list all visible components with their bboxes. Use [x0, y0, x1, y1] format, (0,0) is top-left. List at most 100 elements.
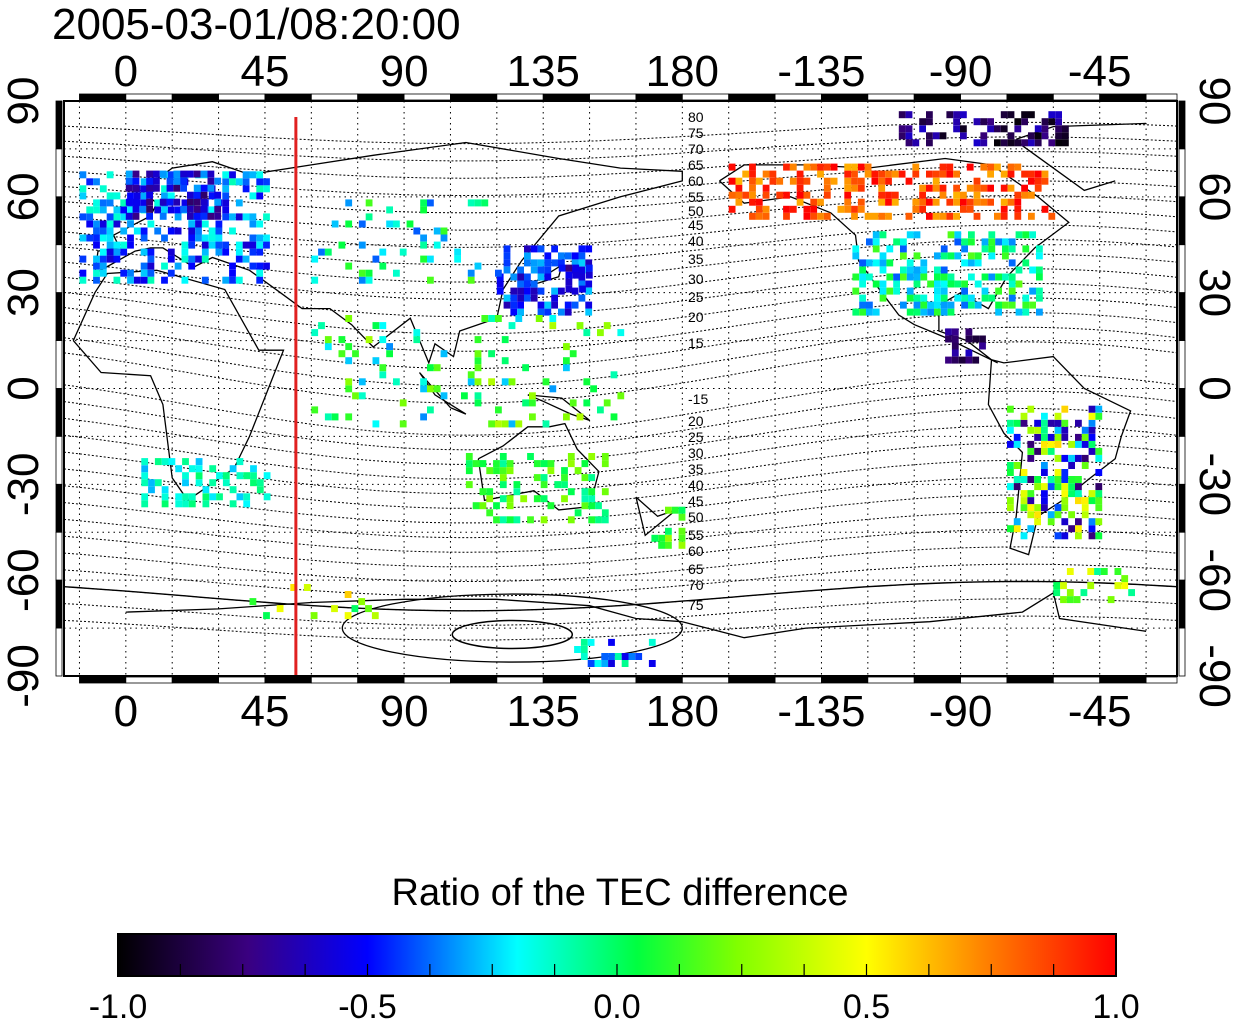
tec-cell: [474, 350, 482, 358]
tec-cell: [926, 184, 933, 192]
tec-cell: [208, 241, 216, 249]
tec-cell: [583, 329, 591, 337]
tec-cell: [678, 541, 686, 549]
tec-cell: [1075, 454, 1082, 462]
edge-bar: [218, 676, 266, 684]
tec-cell: [885, 170, 892, 178]
tec-cell: [872, 259, 880, 267]
tec-cell: [595, 516, 602, 524]
tec-cell: [235, 248, 243, 256]
tec-cell: [893, 273, 900, 281]
tec-cell: [879, 252, 887, 260]
tec-cell: [1061, 490, 1069, 498]
tec-cell: [503, 259, 511, 267]
tec-cell: [728, 163, 736, 171]
tec-cell: [728, 191, 736, 199]
tec-cell: [1054, 504, 1062, 512]
tec-cell: [940, 280, 948, 288]
tec-cell: [256, 171, 264, 179]
tec-cell: [934, 308, 941, 316]
tec-cell: [844, 191, 852, 199]
tec-cell: [1002, 301, 1009, 309]
tec-cell: [980, 139, 988, 147]
colorbar-tick-label: -0.5: [338, 988, 397, 1024]
tec-cell: [1029, 287, 1036, 295]
tec-cell: [263, 241, 270, 249]
tec-cell: [216, 493, 223, 501]
tec-cell: [965, 328, 973, 336]
tec-cell: [120, 269, 128, 277]
tec-cell: [1068, 525, 1075, 533]
tec-cell: [988, 231, 996, 239]
tec-cell: [501, 336, 509, 344]
tec-cell: [427, 364, 434, 372]
tec-cell: [947, 273, 955, 281]
tec-cell: [857, 184, 865, 192]
tec-cell: [994, 212, 1001, 220]
tec-cell: [229, 262, 236, 270]
tec-cell: [499, 467, 507, 475]
tec-cell: [561, 481, 568, 489]
tec-cell: [365, 605, 372, 613]
tec-cell: [994, 125, 1001, 133]
tec-cell: [1008, 238, 1016, 246]
tec-cell: [132, 170, 140, 178]
maglat-label: 75: [688, 597, 704, 613]
tec-cell: [167, 171, 175, 179]
tec-cell: [440, 350, 448, 358]
tec-cell: [1088, 518, 1096, 526]
tec-cell: [222, 276, 230, 284]
tec-cell: [968, 259, 975, 267]
tec-cell: [1028, 111, 1035, 119]
tec-cell: [310, 612, 318, 620]
tec-cell: [973, 177, 981, 185]
tec-cell: [585, 301, 593, 309]
tec-cell: [572, 264, 580, 272]
tec-cell: [762, 170, 770, 178]
tec-cell: [1088, 433, 1096, 441]
tec-cell: [195, 255, 202, 263]
tec-cell: [1088, 426, 1096, 434]
tec-cell: [1088, 419, 1096, 427]
tec-cell: [597, 406, 604, 414]
tec-cell: [93, 269, 100, 277]
edge-bar: [55, 436, 63, 485]
tec-cell: [86, 234, 94, 242]
tec-cell: [571, 301, 579, 309]
tec-cell: [200, 191, 208, 199]
tec-cell: [939, 191, 947, 199]
tec-cell: [1075, 490, 1082, 498]
tec-cell: [857, 163, 865, 171]
maglat-label: 45: [688, 217, 704, 233]
tec-cell: [148, 479, 155, 487]
tec-cell: [927, 308, 934, 316]
edge-bar: [1099, 676, 1147, 684]
tec-cell: [524, 294, 531, 302]
maglat-label: 75: [688, 125, 704, 141]
tec-cell: [601, 453, 609, 460]
tec-cell: [597, 329, 604, 337]
edge-bar: [310, 93, 359, 101]
edge-bar: [1178, 627, 1186, 677]
tec-cell: [1054, 454, 1062, 462]
tec-cell: [1054, 426, 1062, 434]
tec-cell: [133, 227, 141, 235]
tec-cell: [558, 308, 565, 316]
tec-cell: [932, 184, 940, 192]
lon-tick-label-top: 180: [646, 47, 719, 96]
tec-cell: [585, 259, 593, 267]
tec-cell: [318, 248, 325, 256]
tec-cell: [235, 241, 243, 249]
tec-cell: [127, 234, 134, 242]
tec-cell: [905, 177, 913, 185]
tec-cell: [1080, 589, 1088, 597]
maglat-contour: [63, 151, 1178, 179]
tec-cell: [913, 266, 921, 274]
tec-cell: [413, 336, 421, 344]
edge-bar: [1006, 676, 1054, 684]
tec-cell: [140, 269, 148, 277]
tec-cell: [920, 294, 928, 302]
tec-cell: [912, 139, 920, 147]
tec-cell: [953, 118, 960, 126]
lat-tick-label-left: 60: [0, 172, 48, 221]
